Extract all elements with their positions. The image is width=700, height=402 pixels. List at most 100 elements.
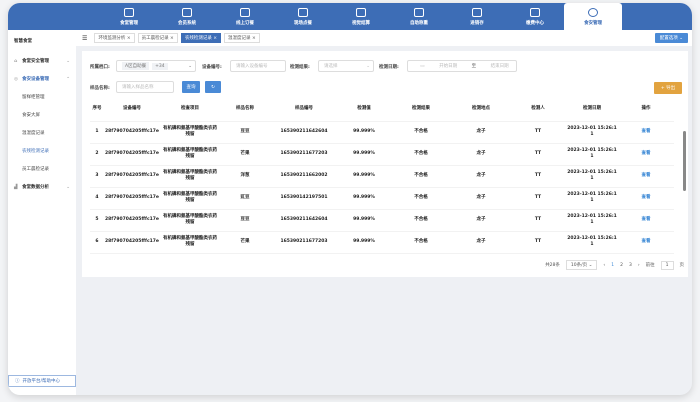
table-cell: 28f790704205fffc17e: [104, 231, 160, 254]
label: 10条/页: [570, 263, 588, 268]
sidebar-item[interactable]: 留样柜管理: [22, 95, 45, 100]
sidebar-item[interactable]: 农残检测记录: [22, 149, 49, 154]
table-cell: 165390211677203: [270, 231, 338, 254]
topnav-item[interactable]: 会员系统: [158, 3, 216, 30]
table-cell: 28f790704205fffc17e: [104, 121, 160, 144]
top-nav: 食堂管理 会员系统 线上订餐 现场点餐 视觉结算 自助称重 进销存 缴费中心 食安管理: [8, 3, 692, 30]
close-icon[interactable]: ×: [126, 36, 131, 41]
label: 会员系统: [178, 20, 196, 26]
sidebar-group-devices[interactable]: ◎ 食安设备管理 ⌃: [8, 70, 76, 88]
date-start[interactable]: 开始日期: [439, 64, 458, 69]
view-link[interactable]: 查看: [618, 121, 674, 144]
chart-icon: ▟: [14, 184, 18, 190]
topnav-item[interactable]: 食安管理: [564, 3, 622, 30]
page-2[interactable]: 2: [620, 262, 623, 268]
table-cell: 99.999%: [338, 231, 390, 254]
table-cell: 龙子: [452, 187, 510, 210]
topnav-item[interactable]: 视觉结算: [332, 3, 390, 30]
label: 环境监测分析: [98, 36, 126, 41]
stall-select[interactable]: A区自助餐 +34 ⌄: [116, 60, 196, 72]
table-cell: 99.999%: [338, 187, 390, 210]
topnav-item[interactable]: 现场点餐: [274, 3, 332, 30]
table-cell: 不合格: [390, 165, 452, 188]
view-link[interactable]: 查看: [618, 231, 674, 254]
topnav-item[interactable]: 进销存: [448, 3, 506, 30]
date-range-picker[interactable]: ▭ 开始日期 至 结束日期: [407, 60, 517, 72]
date-end[interactable]: 结束日期: [490, 64, 509, 69]
topnav-item[interactable]: 食堂管理: [100, 3, 158, 30]
sample-input[interactable]: 请输入样品名称: [116, 81, 174, 93]
label: 现场点餐: [294, 20, 312, 26]
query-button[interactable]: 查询: [182, 81, 200, 93]
result-label: 检测结果:: [290, 65, 310, 70]
next-page-button[interactable]: ›: [637, 262, 640, 268]
stall-label: 所属档口:: [90, 65, 110, 70]
column-header: 操作: [618, 97, 674, 122]
column-header: 样品名称: [220, 97, 270, 122]
help-center-link[interactable]: ⓘ 开放平台/帮助中心: [8, 375, 76, 387]
close-icon[interactable]: ×: [251, 36, 256, 41]
table-cell: 99.999%: [338, 209, 390, 232]
column-header: 检测结果: [390, 97, 452, 122]
chevron-down-icon: ⌄: [66, 58, 70, 64]
sidebar-group-safety[interactable]: ⌂ 食堂安全管理 ⌄: [8, 52, 76, 70]
table-cell: TT: [510, 231, 566, 254]
topnav-item[interactable]: 线上订餐: [216, 3, 274, 30]
export-button[interactable]: + 导出: [654, 82, 682, 94]
table-cell: 龙子: [452, 165, 510, 188]
device-input[interactable]: 请输入设备编号: [230, 60, 286, 72]
tab[interactable]: 农残检测记录 ×: [180, 33, 222, 43]
table-cell: 豆豆: [220, 209, 270, 232]
sidebar-item[interactable]: 温湿度记录: [22, 131, 45, 136]
column-header: 检测日期: [566, 97, 618, 122]
table-cell: 不合格: [390, 143, 452, 166]
result-select[interactable]: 请选择 ⌄: [318, 60, 374, 72]
label: 温湿度记录: [228, 36, 251, 41]
view-link[interactable]: 查看: [618, 165, 674, 188]
column-header: 样品编号: [270, 97, 338, 122]
view-link[interactable]: 查看: [618, 143, 674, 166]
config-options-button[interactable]: 配置选项 ⌄: [654, 33, 688, 43]
sidebar-item[interactable]: 员工晨检记录: [22, 167, 49, 172]
records-table: 序号 设备编号 检查项目 样品名称 样品编号 检测值 检测结果 检测地点 检测人 检测日期 操作 1…: [90, 97, 674, 254]
label: 食安设备管理: [22, 77, 49, 82]
column-header: 序号: [90, 97, 104, 122]
tab[interactable]: 环境监测分析 ×: [94, 33, 135, 43]
goto-input[interactable]: 1: [660, 260, 674, 270]
page-1[interactable]: 1: [611, 262, 615, 268]
reset-button[interactable]: ↻: [205, 81, 221, 93]
table-cell: 龙子: [452, 121, 510, 144]
tab[interactable]: 温湿度记录 ×: [224, 33, 260, 43]
chevron-down-icon: ⌄: [66, 184, 70, 190]
page-3[interactable]: 3: [628, 262, 632, 268]
table-cell: 洋葱: [220, 165, 270, 188]
table-cell: 2: [90, 143, 104, 166]
page-size-select[interactable]: 10条/页 ⌄: [565, 260, 598, 270]
menu-toggle-icon[interactable]: ☰: [82, 34, 88, 42]
view-link[interactable]: 查看: [618, 209, 674, 232]
wallet-icon: [530, 7, 540, 17]
table-cell: 2023-12-01 15:26:11: [566, 121, 618, 144]
prev-page-button[interactable]: ‹: [603, 262, 606, 268]
label: 食堂数据分析: [22, 185, 49, 190]
close-icon[interactable]: ×: [213, 36, 218, 41]
app-window: 食堂管理 会员系统 线上订餐 现场点餐 视觉结算 自助称重 进销存 缴费中心 食安管理 智慧食堂…: [8, 3, 692, 395]
stall-chip[interactable]: A区自助餐: [122, 62, 150, 70]
table-cell: 28f790704205fffc17e: [104, 209, 160, 232]
tab[interactable]: 员工晨检记录 ×: [137, 33, 178, 43]
device-label: 设备编号:: [202, 65, 222, 70]
table-scrollbar[interactable]: [683, 131, 686, 191]
page-unit: 页: [679, 263, 685, 268]
table-cell: 豆豆: [220, 121, 270, 144]
sidebar-item[interactable]: 食安大屏: [22, 113, 40, 118]
topnav-item[interactable]: 缴费中心: [506, 3, 564, 30]
label: 缴费中心: [526, 20, 544, 26]
close-icon[interactable]: ×: [170, 36, 174, 41]
table-cell: 165390211642604: [270, 209, 338, 232]
label: 农残检测记录: [184, 36, 212, 41]
sample-label: 样品名称:: [90, 86, 110, 91]
table-cell: 6: [90, 231, 104, 254]
view-link[interactable]: 查看: [618, 187, 674, 210]
topnav-item[interactable]: 自助称重: [390, 3, 448, 30]
sidebar-group-analysis[interactable]: ▟ 食堂数据分析 ⌄: [8, 178, 76, 196]
